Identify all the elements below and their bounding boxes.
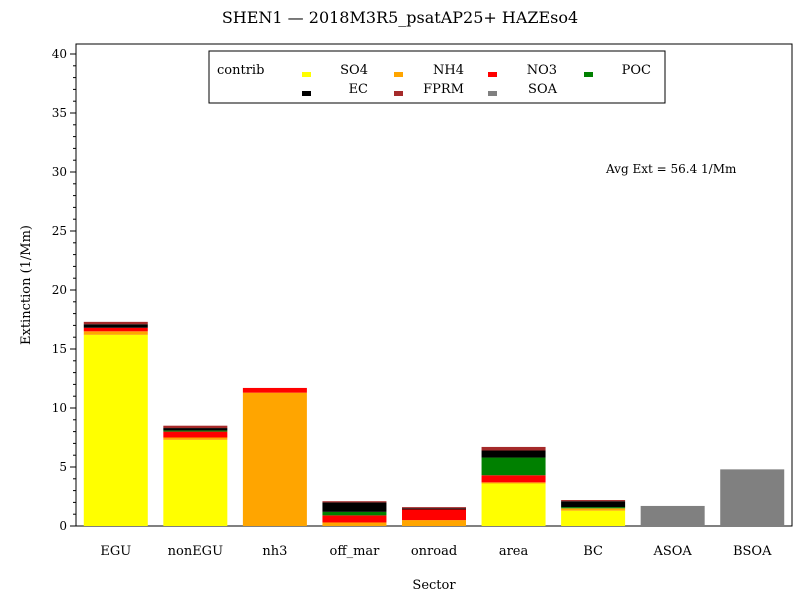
- bar-segment-no3: [481, 475, 546, 483]
- bar-segment-no3: [402, 509, 466, 521]
- bar-segment-so4: [163, 439, 228, 526]
- x-tick-label: BC: [583, 544, 603, 559]
- x-tick-label: ASOA: [652, 544, 692, 559]
- bar-segment-nh4: [481, 482, 546, 484]
- bar-segment-soa: [640, 505, 705, 526]
- y-axis-label: Extinction (1/Mm): [19, 225, 34, 345]
- y-axis: 0 5 10 15 20 25 30 35 40: [52, 47, 76, 533]
- y-tick-label: 35: [52, 106, 67, 120]
- y-tick-label: 25: [52, 224, 67, 238]
- x-axis-label: Sector: [412, 578, 456, 593]
- legend-label-poc: POC: [622, 63, 651, 78]
- bar-segment-nh4: [242, 392, 307, 526]
- bar-segment-nh4: [402, 520, 466, 526]
- x-tick-label: onroad: [411, 544, 457, 559]
- bar-segment-no3: [83, 327, 148, 332]
- bar-segment-fprm: [481, 446, 546, 451]
- avg-ext-annotation: Avg Ext = 56.4 1/Mm: [605, 162, 737, 176]
- bars: [83, 321, 785, 526]
- legend-label-fprm: FPRM: [423, 82, 464, 97]
- bar-segment-so4: [83, 334, 148, 526]
- y-tick-label: 30: [52, 165, 67, 179]
- legend-items: SO4 NH4 NO3 POC EC FPRM SOA: [302, 63, 651, 97]
- legend-swatch-ec: [302, 91, 311, 96]
- bar-segment-so4: [561, 510, 626, 526]
- legend-label-nh4: NH4: [433, 63, 464, 78]
- legend-swatch-no3: [488, 72, 497, 77]
- bar-segment-no3: [242, 387, 307, 393]
- x-tick-label: nh3: [262, 544, 287, 559]
- x-tick-label: BSOA: [733, 544, 772, 559]
- bar-segment-fprm: [322, 501, 387, 503]
- bar-segment-fprm: [163, 425, 228, 429]
- legend-label-ec: EC: [349, 82, 368, 97]
- bar-segment-so4: [481, 483, 546, 526]
- x-tick-label: off_mar: [330, 544, 381, 559]
- legend-swatch-nh4: [394, 72, 403, 77]
- x-tick-label: area: [499, 544, 529, 559]
- bar-segment-soa: [720, 469, 785, 526]
- bar-segment-poc: [163, 430, 228, 432]
- legend-swatch-so4: [302, 72, 311, 77]
- bar-segment-no3: [322, 515, 387, 523]
- bar-segment-ec: [402, 508, 466, 510]
- bar-segment-nh4: [163, 437, 228, 440]
- bar-segment-ec: [322, 502, 387, 512]
- y-tick-label: 5: [59, 460, 67, 474]
- y-tick-label: 15: [52, 342, 67, 356]
- bar-segment-fprm: [561, 500, 626, 502]
- bar-segment-nh4: [83, 331, 148, 335]
- y-tick-label: 10: [52, 401, 67, 415]
- bar-segment-ec: [163, 428, 228, 431]
- x-axis: EGU nonEGU nh3 off_mar onroad area BC ASOA BSOA: [100, 544, 772, 559]
- bar-segment-ec: [83, 324, 148, 328]
- legend: contrib SO4 NH4 NO3 POC EC FPRM SOA: [208, 50, 666, 104]
- bar-segment-fprm: [402, 507, 466, 509]
- legend-swatch-fprm: [394, 91, 403, 96]
- y-tick-label: 0: [59, 519, 67, 533]
- x-tick-label: nonEGU: [168, 544, 223, 559]
- legend-label-so4: SO4: [340, 63, 368, 78]
- legend-title: contrib: [217, 63, 264, 78]
- legend-swatch-soa: [488, 91, 497, 96]
- bar-segment-nh4: [561, 508, 626, 511]
- bar-segment-poc: [481, 457, 546, 476]
- y-tick-label: 20: [52, 283, 67, 297]
- y-tick-label: 40: [52, 47, 67, 61]
- bar-segment-ec: [481, 450, 546, 458]
- legend-label-soa: SOA: [528, 82, 558, 97]
- x-tick-label: EGU: [100, 544, 131, 559]
- legend-label-no3: NO3: [527, 63, 557, 78]
- bar-segment-no3: [163, 431, 228, 438]
- bar-segment-ec: [561, 501, 626, 508]
- bar-segment-poc: [322, 511, 387, 516]
- bar-segment-fprm: [83, 321, 148, 325]
- chart-title: SHEN1 — 2018M3R5_psatAP25+ HAZEso4: [222, 8, 578, 27]
- legend-swatch-poc: [584, 72, 593, 77]
- bar-segment-nh4: [322, 522, 387, 526]
- bar-segment-poc: [561, 507, 626, 509]
